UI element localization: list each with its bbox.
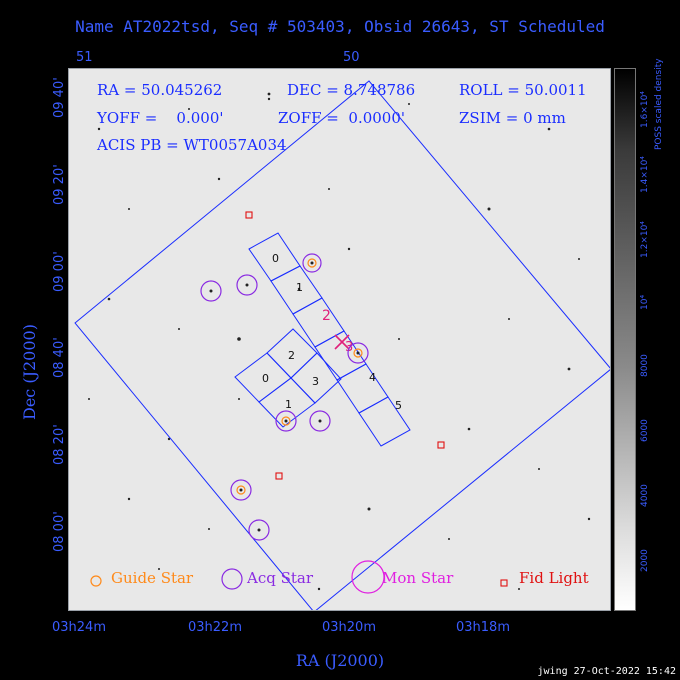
cbar-tick-1.4e4: 1.4×10⁴ (640, 156, 650, 193)
acq-star (236, 274, 258, 296)
legend-guide-label: Guide Star (111, 569, 194, 587)
acis-i-chip-1 (258, 377, 316, 428)
y-axis-title: Dec (J2000) (20, 324, 39, 420)
fid-light (437, 441, 445, 449)
acq-star (230, 479, 252, 501)
acq-star (309, 410, 331, 432)
cbar-tick-10e4: 10⁴ (640, 294, 650, 310)
guide-star (281, 416, 291, 426)
i-chip-label-2: 2 (288, 349, 295, 362)
colorbar (614, 68, 636, 611)
info-roll: ROLL = 50.0011 (459, 81, 587, 99)
legend-guide-icon (90, 575, 102, 587)
guide-star (307, 258, 317, 268)
s-chip-label-4: 4 (369, 371, 376, 384)
cbar-tick-2000: 2000 (640, 549, 650, 572)
s-chip-label-0: 0 (272, 252, 279, 265)
legend-acq-label: Acq Star (247, 569, 314, 587)
legend-fid-icon (500, 579, 508, 587)
s-chip-label-2: 2 (322, 308, 331, 324)
s-chip-label-1: 1 (296, 281, 303, 294)
y-tick-0900: 09 00' (52, 251, 67, 292)
info-dec: DEC = 8.748786 (287, 81, 416, 99)
cbar-tick-6000: 6000 (640, 419, 650, 442)
acq-star (248, 519, 270, 541)
x-axis-title: RA (J2000) (295, 651, 385, 670)
y-tick-0940: 09 40' (52, 77, 67, 118)
guide-stars (236, 258, 363, 495)
acis-s-chip-2 (292, 297, 345, 348)
top-tick-50: 50 (343, 50, 360, 65)
top-tick-51: 51 (76, 50, 93, 65)
legend-fid-label: Fid Light (519, 569, 589, 587)
info-zsim: ZSIM = 0 mm (459, 109, 566, 127)
i-chip-label-3: 3 (312, 375, 319, 388)
sky-overlay: 0 1 2 3 4 5 2 0 3 1 (74, 80, 610, 610)
acq-star (302, 253, 322, 273)
x-tick-03h22m: 03h22m (188, 620, 242, 635)
acis-s-chip-4 (336, 363, 389, 414)
target-x-marker (334, 334, 350, 350)
fid-light (245, 211, 253, 219)
i-chip-label-1: 1 (285, 398, 292, 411)
cbar-tick-8000: 8000 (640, 354, 650, 377)
x-tick-03h24m: 03h24m (52, 620, 106, 635)
legend-acq-icon (221, 568, 243, 590)
info-ra: RA = 50.045262 (97, 81, 223, 99)
guide-star-cores (209, 261, 360, 532)
s-chip-label-5: 5 (395, 399, 402, 412)
cbar-tick-4000: 4000 (640, 484, 650, 507)
acis-i-array (234, 328, 342, 428)
i-chip-label-0: 0 (262, 372, 269, 385)
acq-star (275, 410, 297, 432)
acis-s-array (248, 232, 411, 447)
plot-title: Name AT2022tsd, Seq # 503403, Obsid 2664… (75, 17, 605, 36)
y-tick-0820: 08 20' (52, 424, 67, 465)
acq-star (347, 342, 369, 364)
y-tick-0800: 08 00' (52, 511, 67, 552)
background-stars (88, 92, 591, 591)
info-zoff: ZOFF = 0.0000' (278, 109, 406, 127)
legend-mon-label: Mon Star (382, 569, 454, 587)
acq-stars (200, 253, 369, 541)
fid-light (275, 472, 283, 480)
guide-field-outline (74, 80, 610, 610)
info-acis: ACIS PB = WT0057A034 (97, 136, 287, 154)
x-tick-03h18m: 03h18m (456, 620, 510, 635)
guide-star (353, 348, 363, 358)
acis-s-chip-5 (358, 396, 411, 447)
legend-mon-icon (351, 560, 385, 594)
x-tick-03h20m: 03h20m (322, 620, 376, 635)
info-yoff: YOFF = 0.000' (97, 109, 224, 127)
footer-timestamp: jwing 27-Oct-2022 15:42 (537, 666, 676, 677)
guide-star (236, 485, 246, 495)
colorbar-title: POSS scaled density (654, 58, 664, 150)
cbar-tick-1.2e4: 1.2×10⁴ (640, 221, 650, 258)
acq-star (200, 280, 222, 302)
cbar-tick-1.6e4: 1.6×10⁴ (640, 91, 650, 128)
y-tick-0920: 09 20' (52, 164, 67, 205)
sky-image-panel: 0 1 2 3 4 5 2 0 3 1 (68, 68, 611, 611)
y-tick-0840: 08 40' (52, 337, 67, 378)
fid-lights (245, 211, 445, 480)
acis-s-chip-3 (314, 330, 367, 381)
